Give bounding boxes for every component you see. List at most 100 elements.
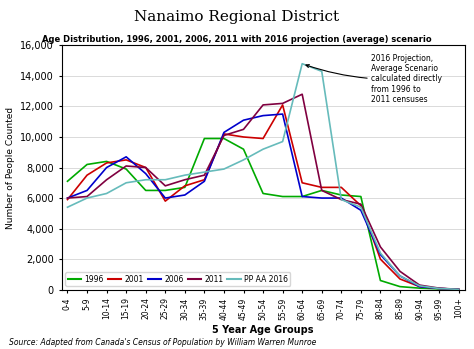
X-axis label: 5 Year Age Groups: 5 Year Age Groups (212, 325, 314, 335)
PP AA 2016 (260, 147, 266, 151)
Text: 2016 Projection,
Average Scenario
calculated directly
from 1996 to
2011 censuses: 2016 Projection, Average Scenario calcul… (306, 54, 442, 104)
2011 (319, 188, 325, 193)
2001 (143, 165, 148, 170)
PP AA 2016 (241, 158, 246, 162)
Line: 2006: 2006 (67, 114, 459, 289)
2001 (104, 161, 109, 165)
2006 (163, 196, 168, 200)
2011 (436, 286, 442, 290)
2006 (182, 193, 188, 197)
2011 (123, 164, 129, 168)
2001 (221, 132, 227, 136)
2001 (163, 199, 168, 203)
Line: 2011: 2011 (67, 94, 459, 289)
1996 (300, 194, 305, 199)
1996 (260, 191, 266, 195)
PP AA 2016 (358, 205, 364, 209)
PP AA 2016 (319, 69, 325, 73)
PP AA 2016 (397, 274, 403, 278)
2011 (104, 178, 109, 182)
2006 (338, 196, 344, 200)
2001 (260, 136, 266, 141)
1996 (104, 159, 109, 163)
Y-axis label: Number of People Counted: Number of People Counted (6, 106, 15, 229)
2001 (378, 257, 383, 261)
2006 (319, 196, 325, 200)
PP AA 2016 (338, 198, 344, 202)
2001 (397, 277, 403, 281)
2006 (417, 284, 422, 289)
PP AA 2016 (64, 205, 70, 209)
1996 (221, 136, 227, 141)
2011 (260, 103, 266, 107)
2011 (300, 92, 305, 96)
2001 (436, 286, 442, 290)
2001 (241, 135, 246, 139)
2006 (456, 287, 462, 291)
2011 (397, 269, 403, 274)
2001 (456, 287, 462, 291)
1996 (378, 279, 383, 283)
2011 (143, 165, 148, 170)
2011 (338, 198, 344, 202)
2006 (280, 112, 285, 116)
1996 (64, 179, 70, 183)
1996 (182, 185, 188, 190)
2006 (436, 286, 442, 290)
2006 (104, 165, 109, 170)
2001 (417, 284, 422, 289)
2011 (417, 283, 422, 287)
1996 (143, 188, 148, 193)
PP AA 2016 (221, 167, 227, 171)
PP AA 2016 (123, 181, 129, 185)
2011 (456, 287, 462, 291)
2006 (397, 274, 403, 278)
2011 (201, 173, 207, 177)
Text: Age Distribution, 1996, 2001, 2006, 2011 with 2016 projection (average) scenario: Age Distribution, 1996, 2001, 2006, 2011… (42, 35, 432, 44)
PP AA 2016 (456, 287, 462, 291)
PP AA 2016 (104, 191, 109, 195)
PP AA 2016 (163, 178, 168, 182)
PP AA 2016 (436, 286, 442, 290)
PP AA 2016 (182, 173, 188, 177)
1996 (241, 147, 246, 151)
2011 (84, 194, 90, 199)
PP AA 2016 (201, 170, 207, 174)
Line: 1996: 1996 (67, 139, 459, 289)
PP AA 2016 (417, 284, 422, 288)
Line: PP AA 2016: PP AA 2016 (67, 64, 459, 289)
2011 (163, 184, 168, 188)
2011 (378, 245, 383, 249)
1996 (280, 194, 285, 199)
PP AA 2016 (378, 251, 383, 255)
1996 (338, 193, 344, 197)
2011 (64, 196, 70, 200)
PP AA 2016 (300, 61, 305, 66)
Line: 2001: 2001 (67, 105, 459, 289)
2011 (358, 202, 364, 206)
Text: Source: Adapted from Canada's Census of Population by William Warren Munroe: Source: Adapted from Canada's Census of … (9, 338, 317, 347)
2006 (221, 130, 227, 134)
2006 (201, 179, 207, 183)
1996 (163, 188, 168, 193)
2001 (300, 181, 305, 185)
2006 (300, 194, 305, 199)
2001 (319, 185, 325, 190)
2006 (358, 208, 364, 212)
2001 (280, 103, 285, 107)
2001 (84, 173, 90, 177)
1996 (84, 162, 90, 166)
2006 (143, 172, 148, 176)
2001 (338, 185, 344, 190)
2001 (182, 184, 188, 188)
1996 (436, 287, 442, 291)
2006 (241, 118, 246, 122)
PP AA 2016 (280, 140, 285, 144)
1996 (358, 194, 364, 199)
2001 (201, 178, 207, 182)
2011 (241, 127, 246, 132)
PP AA 2016 (143, 178, 148, 182)
2011 (182, 178, 188, 182)
2006 (64, 196, 70, 200)
1996 (417, 286, 422, 290)
